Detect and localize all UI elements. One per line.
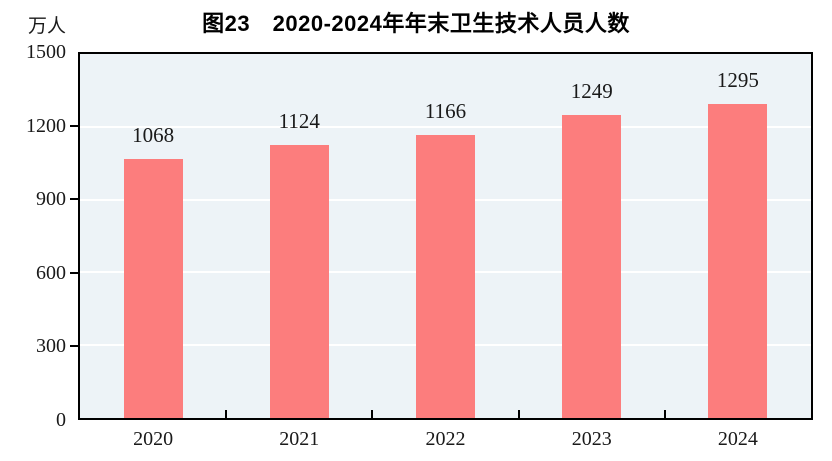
x-axis-label-2020: 2020 — [133, 428, 174, 450]
y-axis-tick — [70, 345, 78, 348]
bar-value-label: 1249 — [570, 78, 613, 103]
y-axis-tick — [70, 271, 78, 274]
x-axis-tick — [517, 410, 520, 418]
chart-title: 图23 2020-2024年年末卫生技术人员人数 — [202, 11, 630, 36]
x-axis-tick — [663, 410, 666, 418]
bar-value-label: 1068 — [132, 122, 175, 147]
x-axis-label-2024: 2024 — [717, 428, 758, 450]
x-axis-label-2022: 2022 — [425, 428, 466, 450]
bar-2022 — [416, 135, 475, 418]
gridline — [80, 125, 811, 128]
y-axis-tick-label: 1500 — [26, 41, 66, 63]
x-axis-label-2021: 2021 — [279, 428, 320, 450]
bar-value-label: 1295 — [716, 67, 759, 92]
bar-2020 — [123, 158, 183, 418]
bar-value-label: 1166 — [424, 99, 467, 124]
y-axis-tick-label: 0 — [56, 409, 66, 431]
y-axis-tick-label: 900 — [36, 188, 66, 211]
x-axis-tick — [371, 410, 374, 418]
plot-area: 1068 1124 1166 1249 1295 — [78, 52, 813, 420]
x-axis-label-2023: 2023 — [571, 428, 612, 450]
bar-2023 — [562, 114, 622, 418]
y-axis-unit-label: 万人 — [27, 16, 66, 37]
y-axis-tick-label: 300 — [36, 335, 66, 358]
y-axis-tick-label: 600 — [36, 261, 66, 284]
bar-value-label: 1124 — [278, 109, 320, 134]
y-axis-tick-label: 1200 — [26, 114, 66, 137]
y-axis-tick — [70, 198, 78, 201]
bar-2024 — [708, 103, 768, 418]
y-axis-tick — [70, 124, 78, 127]
x-axis-tick — [225, 410, 228, 418]
bar-2021 — [269, 145, 329, 418]
